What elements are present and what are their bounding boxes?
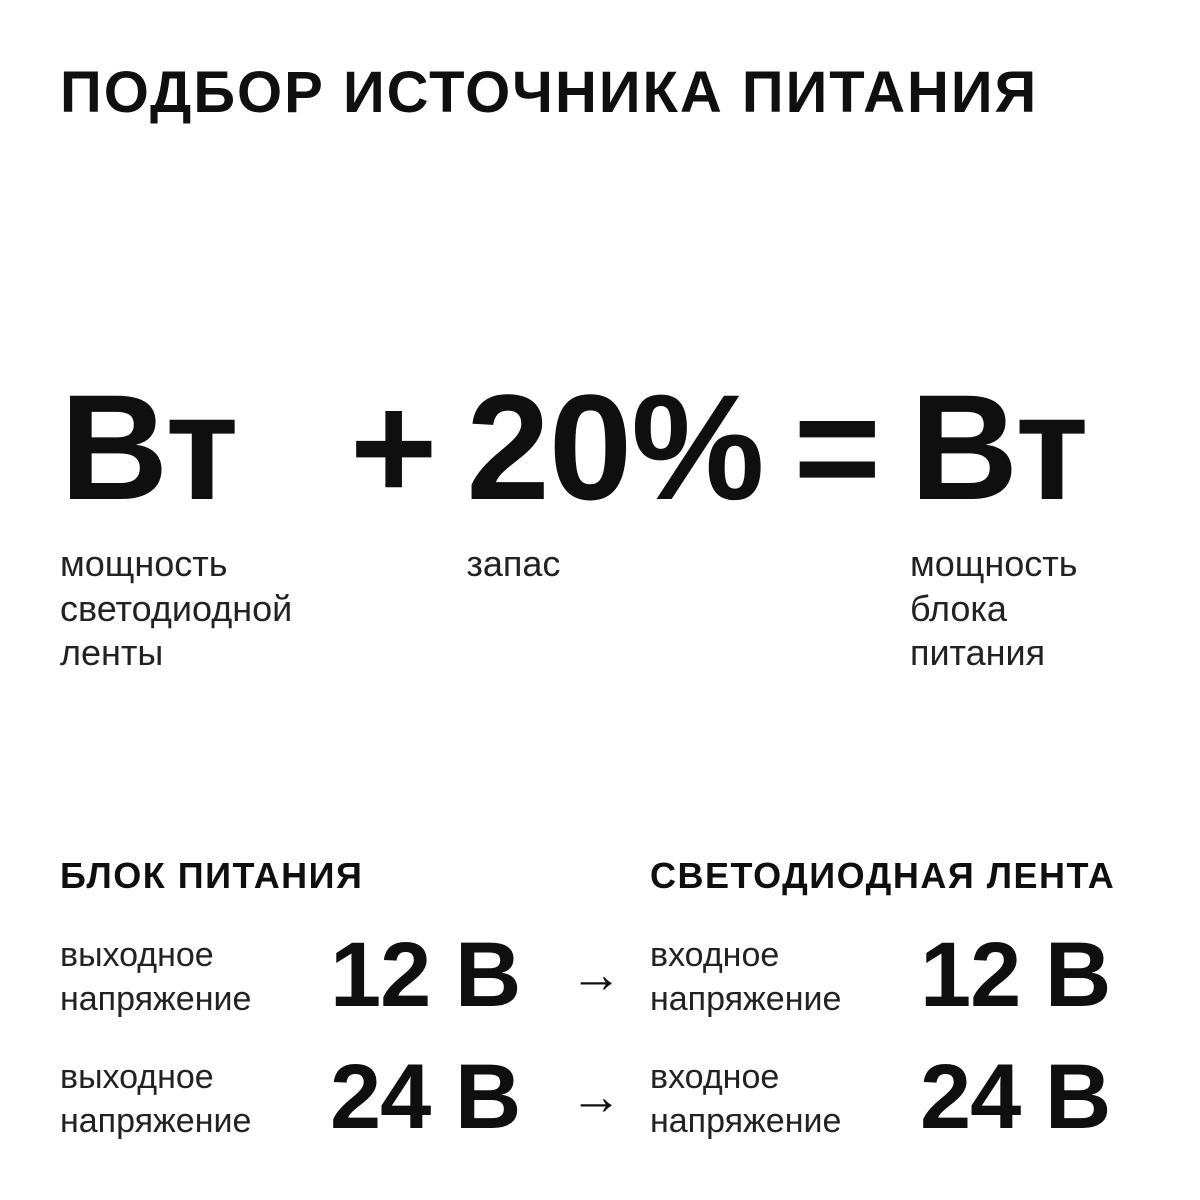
voltage-comparison: БЛОК ПИТАНИЯ СВЕТОДИОДНАЯ ЛЕНТА выходное… (60, 856, 1140, 1144)
output-voltage-label: выходное напряжение (60, 1058, 252, 1141)
input-voltage-label: входное напряжение (650, 936, 842, 1019)
power-formula: Вт мощность светодиодной ленты + 20% зап… (60, 372, 1140, 676)
reserve-percent-value: 20% (466, 363, 764, 531)
output-voltage-value: 24 В (330, 1046, 521, 1149)
psu-column-header: БЛОК ПИТАНИЯ (60, 854, 364, 896)
formula-term-strip-watts: Вт мощность светодиодной ленты (60, 372, 320, 676)
formula-term-psu-watts: Вт мощность блока питания (910, 372, 1140, 676)
strip-watts-value: Вт (60, 363, 239, 531)
plus-operator: + (349, 363, 438, 531)
right-arrow-icon: → (570, 946, 622, 1005)
output-voltage-value: 12 В (330, 924, 521, 1027)
input-voltage-label: входное напряжение (650, 1058, 842, 1141)
page-title: ПОДБОР ИСТОЧНИКА ПИТАНИЯ (60, 60, 1039, 125)
strip-watts-label: мощность светодиодной ленты (60, 543, 293, 674)
input-voltage-value: 12 В (920, 924, 1111, 1027)
strip-column-header: СВЕТОДИОДНАЯ ЛЕНТА (650, 854, 1116, 896)
psu-watts-label: мощность блока питания (909, 543, 1078, 674)
psu-row-24v: выходное напряжение 24 В (60, 1051, 570, 1143)
formula-term-reserve: 20% запас (466, 363, 764, 587)
header-spacer (570, 856, 650, 900)
arrow-cell-24v: → (570, 1051, 650, 1143)
arrow-cell-12v: → (570, 929, 650, 1021)
right-arrow-icon: → (570, 1068, 622, 1127)
output-voltage-label: выходное напряжение (60, 936, 252, 1019)
psu-watts-value: Вт (909, 363, 1089, 531)
input-voltage-value: 24 В (920, 1046, 1111, 1149)
strip-row-12v: входное напряжение 12 В (650, 929, 1140, 1021)
reserve-label: запас (466, 543, 561, 584)
psu-row-12v: выходное напряжение 12 В (60, 929, 570, 1021)
strip-row-24v: входное напряжение 24 В (650, 1051, 1140, 1143)
equals-operator: = (793, 363, 881, 531)
